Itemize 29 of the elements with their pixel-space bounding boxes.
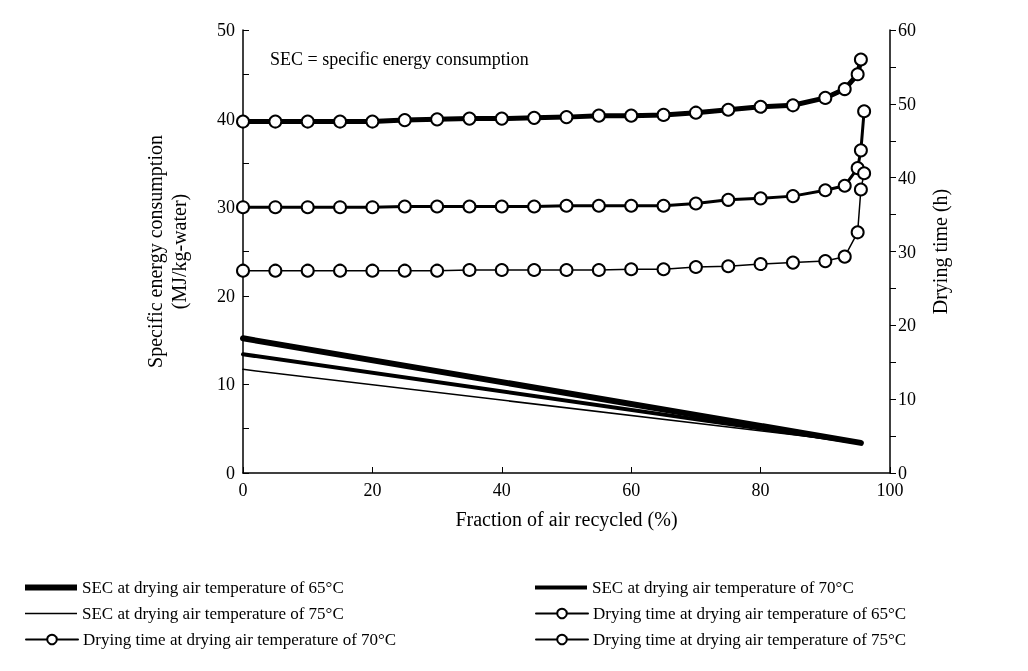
y2-axis-title: Drying time (h)	[929, 188, 952, 315]
legend-label: Drying time at drying air temperature of 65°C	[593, 604, 907, 623]
x-tick-label: 0	[238, 480, 248, 500]
y-tick-label: 30	[217, 197, 235, 218]
y-tick-label: 20	[217, 285, 235, 306]
legend-label: Drying time at drying air temperature of 75°C	[593, 630, 907, 649]
legend-label: Drying time at drying air temperature of 70°C	[83, 630, 397, 649]
x-tick-label: 60	[622, 480, 641, 500]
y2-tick-label: 40	[898, 167, 916, 188]
y-tick-label: 50	[217, 20, 235, 40]
x-tick-label: 100	[876, 480, 904, 500]
y-tick-label: 10	[217, 374, 235, 395]
y2-tick-label: 60	[898, 20, 916, 40]
legend-label: SEC at drying air temperature of 75°C	[82, 604, 344, 623]
annotation: SEC = specific energy consumption	[270, 49, 529, 69]
x-tick-label: 40	[492, 480, 511, 500]
y2-tick-label: 10	[898, 389, 916, 410]
y2-tick-label: 30	[898, 241, 916, 262]
x-tick-label: 20	[363, 480, 382, 500]
legend-label: SEC at drying air temperature of 70°C	[592, 578, 854, 597]
y-axis-title: Specific energy consumption (MJ/kg-water)	[144, 135, 191, 368]
y2-tick-label: 0	[898, 463, 907, 483]
y-tick-label: 40	[217, 108, 235, 129]
x-axis-title: Fraction of air recycled (%)	[455, 508, 678, 531]
legend-label: SEC at drying air temperature of 65°C	[82, 578, 344, 597]
y-tick-label: 0	[226, 463, 235, 483]
y2-tick-label: 20	[898, 315, 916, 336]
y2-tick-label: 50	[898, 93, 916, 114]
x-tick-label: 80	[751, 480, 770, 500]
